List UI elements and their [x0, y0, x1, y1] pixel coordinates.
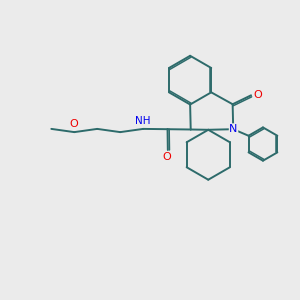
Text: N: N — [229, 124, 238, 134]
Text: O: O — [69, 119, 78, 129]
Text: O: O — [253, 90, 262, 100]
Text: NH: NH — [135, 116, 151, 126]
Text: O: O — [163, 152, 172, 162]
